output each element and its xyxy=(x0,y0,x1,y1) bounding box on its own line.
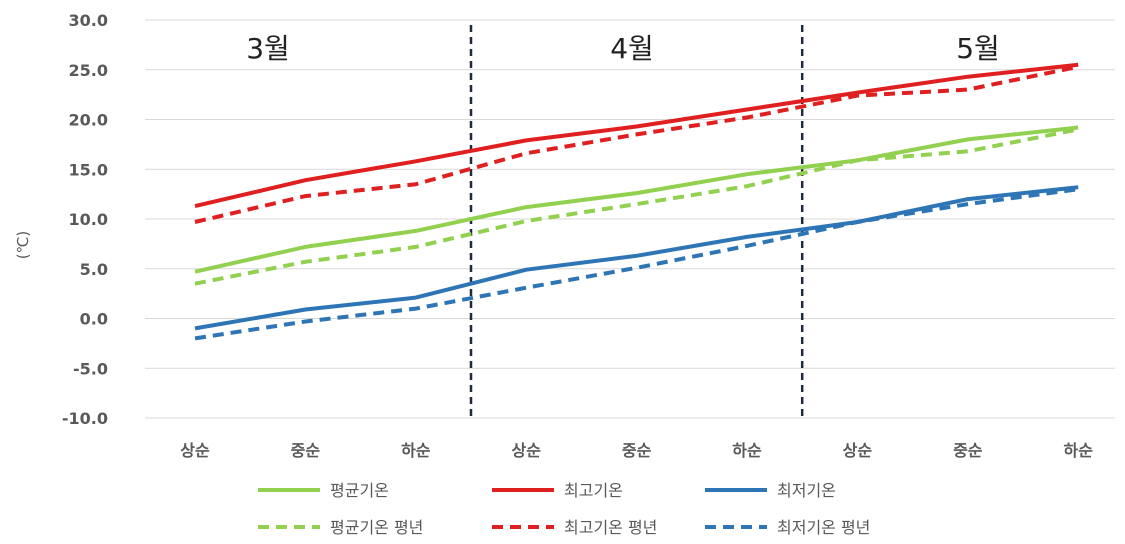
grid-lines xyxy=(145,19,1115,419)
x-tick-label: 상순 xyxy=(511,441,541,460)
month-label: 3월 xyxy=(246,32,290,65)
y-tick-label: 25.0 xyxy=(69,61,108,80)
month-dividers xyxy=(469,25,804,418)
x-tick-label: 하순 xyxy=(401,441,431,460)
series-line-2 xyxy=(194,62,1079,209)
y-axis-label: (℃) xyxy=(14,231,32,260)
y-tick-label: 20.0 xyxy=(69,111,108,130)
series-line-5 xyxy=(194,64,1079,224)
series-line-3 xyxy=(194,185,1079,331)
legend-label: 최고기온 평년 xyxy=(564,518,657,537)
y-tick-label: 30.0 xyxy=(69,11,108,30)
legend-label: 최고기온 xyxy=(564,481,623,500)
x-tick-label: 상순 xyxy=(180,441,210,460)
x-tick-label: 하순 xyxy=(1063,441,1093,460)
x-axis-ticks: 상순 중순 하순 상순 중순 하순 상순 중순 하순 xyxy=(180,441,1093,460)
x-tick-label: 상순 xyxy=(843,441,873,460)
series-line-1 xyxy=(194,125,1079,274)
series-line-4 xyxy=(194,127,1079,286)
y-tick-label: 15.0 xyxy=(69,160,108,179)
month-labels: 3월 4월 5월 xyxy=(246,32,1000,65)
series-lines xyxy=(194,62,1079,341)
x-tick-label: 중순 xyxy=(622,441,652,460)
x-tick-label: 중순 xyxy=(953,441,983,460)
legend-label: 평균기온 xyxy=(330,481,389,500)
month-label: 5월 xyxy=(956,32,1000,65)
legend-label: 최저기온 xyxy=(777,481,836,500)
x-tick-label: 하순 xyxy=(732,441,762,460)
y-tick-label: -5.0 xyxy=(73,359,108,378)
y-axis-ticks: 30.0 25.0 20.0 15.0 10.0 5.0 0.0 -5.0 -10.0 xyxy=(62,11,108,428)
series-line-6 xyxy=(194,187,1079,341)
legend-label: 평균기온 평년 xyxy=(330,518,423,537)
month-label: 4월 xyxy=(610,32,654,65)
x-tick-label: 중순 xyxy=(291,441,321,460)
y-tick-label: 0.0 xyxy=(80,310,108,329)
y-tick-label: -10.0 xyxy=(62,409,108,428)
legend-label: 최저기온 평년 xyxy=(777,518,870,537)
y-tick-label: 5.0 xyxy=(80,260,108,279)
y-tick-label: 10.0 xyxy=(69,210,108,229)
